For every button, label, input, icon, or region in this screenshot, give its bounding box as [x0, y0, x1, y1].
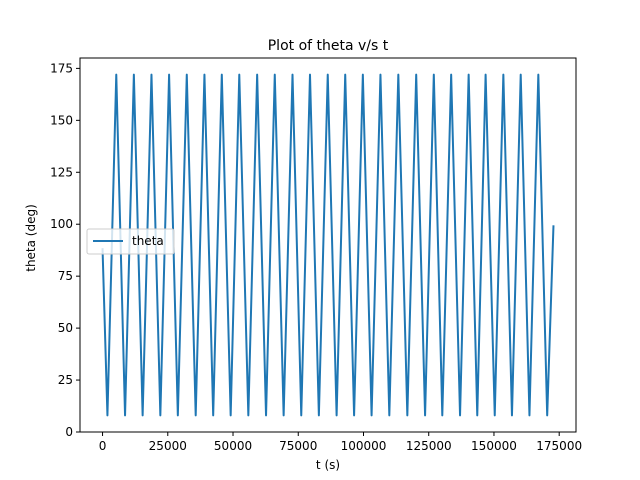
x-tick-label: 175000 [536, 439, 582, 453]
series-line-theta [101, 73, 555, 417]
y-axis-label: theta (deg) [24, 204, 38, 272]
y-tick-label: 50 [58, 321, 73, 335]
x-tick-label: 25000 [149, 439, 187, 453]
legend-label-theta: theta [132, 234, 164, 248]
y-tick-label: 75 [58, 269, 73, 283]
y-tick-label: 100 [50, 217, 73, 231]
x-tick-label: 100000 [341, 439, 387, 453]
y-axis: 0 25 50 75 100 125 150 175 [50, 61, 80, 439]
axes-frame [79, 57, 577, 433]
y-tick-label: 175 [50, 61, 73, 75]
chart-title: Plot of theta v/s t [268, 38, 389, 54]
x-tick-label: 150000 [471, 439, 517, 453]
plot-area [79, 57, 577, 433]
y-tick-label: 25 [58, 373, 73, 387]
y-tick-label: 150 [50, 113, 73, 127]
legend-box [86, 228, 175, 255]
y-tick-label: 0 [65, 425, 73, 439]
x-tick-label: 125000 [406, 439, 452, 453]
x-axis: 0 25000 50000 75000 100000 125000 150000 175000 [99, 432, 582, 453]
x-tick-label: 0 [99, 439, 107, 453]
x-tick-label: 75000 [279, 439, 317, 453]
y-tick-label: 125 [50, 165, 73, 179]
legend: theta [86, 228, 175, 255]
x-axis-label: t (s) [316, 458, 340, 472]
x-tick-label: 50000 [214, 439, 252, 453]
